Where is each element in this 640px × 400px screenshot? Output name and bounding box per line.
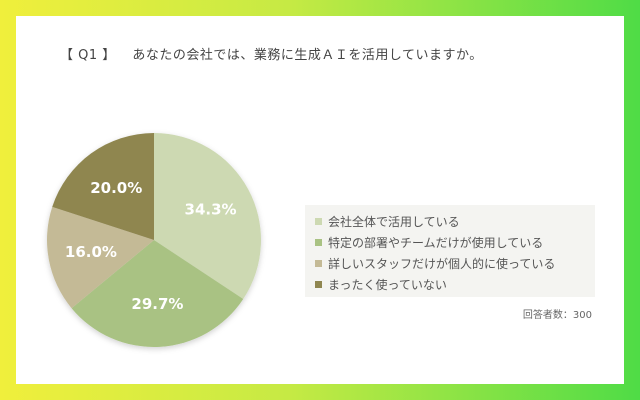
- legend-swatch: [315, 239, 322, 246]
- legend-swatch: [315, 281, 322, 288]
- pie-data-label: 29.7%: [131, 295, 183, 313]
- pie-slice: [52, 133, 154, 240]
- legend-label: まったく使っていない: [328, 278, 447, 292]
- pie-slice: [71, 240, 244, 347]
- legend-swatch: [315, 218, 322, 225]
- pie-data-label: 20.0%: [90, 179, 142, 197]
- respondent-count: 回答者数：300: [522, 310, 592, 321]
- legend-label: 会社全体で活用している: [328, 215, 460, 229]
- pie-slices: [47, 133, 261, 347]
- question-text: あなたの会社では、業務に生成ＡＩを活用していますか。: [132, 48, 483, 63]
- pie-data-label: 16.0%: [65, 243, 117, 261]
- pie-slice: [154, 133, 261, 300]
- legend-item: 会社全体で活用している: [315, 213, 460, 230]
- legend-swatch: [315, 260, 322, 267]
- question-number: 【 Q1 】: [60, 48, 116, 63]
- legend: 会社全体で活用している 特定の部署やチームだけが使用している 詳しいスタッフだけ…: [305, 205, 595, 297]
- legend-label: 特定の部署やチームだけが使用している: [328, 236, 544, 250]
- question-heading: 【 Q1 】 あなたの会社では、業務に生成ＡＩを活用していますか。: [60, 44, 483, 63]
- legend-item: 特定の部署やチームだけが使用している: [315, 234, 543, 251]
- legend-item: まったく使っていない: [315, 276, 447, 293]
- legend-item: 詳しいスタッフだけが個人的に使っている: [315, 255, 555, 272]
- legend-label: 詳しいスタッフだけが個人的に使っている: [328, 257, 556, 271]
- pie-data-label: 34.3%: [185, 201, 237, 219]
- pie-slice: [47, 206, 155, 309]
